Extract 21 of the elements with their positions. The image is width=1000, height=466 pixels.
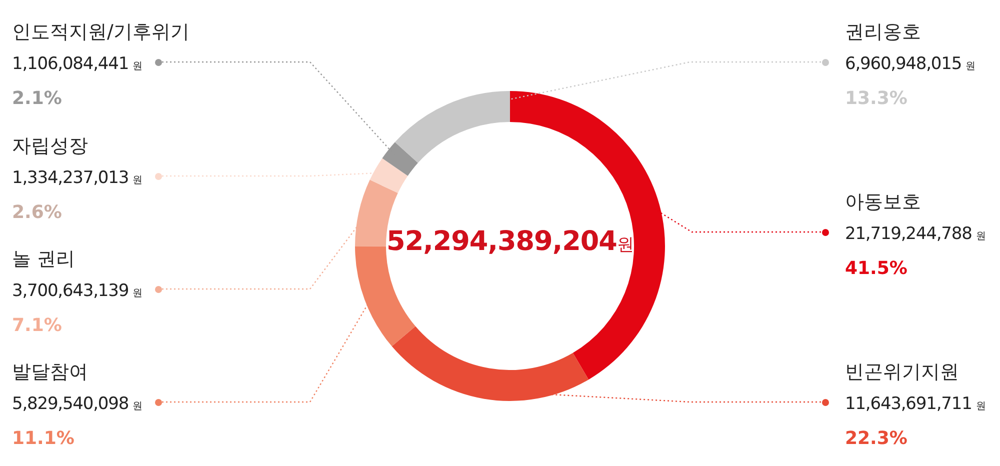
data-label: 5,829,540,098 원	[12, 393, 142, 416]
slice-label: 발달참여	[12, 360, 89, 385]
data-label: 11,643,691,711 원	[845, 393, 986, 416]
data-label: 1,334,237,013 원	[12, 167, 142, 190]
slice-label: 인도적지원/기후위기	[12, 20, 190, 45]
text: 7.1%	[12, 314, 63, 338]
data-label: 21,719,244,788 원	[845, 223, 986, 246]
text: 52,294,389,204원	[386, 226, 634, 257]
data-label: 1,106,084,441 원	[12, 53, 143, 76]
text: 11.1%	[12, 427, 76, 451]
slice-label: 놀 권리	[12, 247, 76, 272]
text: 41.5%	[845, 257, 908, 281]
data-label: 6,960,948,015 원	[845, 53, 975, 76]
slice-label: 권리옹호	[845, 20, 922, 45]
slice-label: 아동보호	[845, 190, 922, 215]
text: 22.3%	[845, 427, 908, 451]
slice-label: 자립성장	[12, 134, 89, 159]
slice-label: 빈곤위기지원	[845, 360, 960, 385]
text: 2.1%	[12, 87, 63, 111]
text: 2.6%	[12, 201, 63, 225]
data-label: 3,700,643,139 원	[12, 280, 142, 303]
